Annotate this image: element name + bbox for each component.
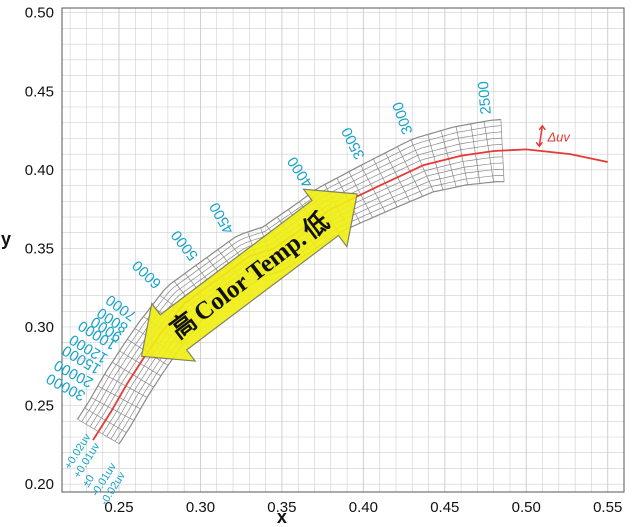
y-tick-label: 0.45	[25, 83, 54, 100]
cct-label: 6000	[129, 257, 165, 292]
y-tick-label: 0.25	[25, 398, 54, 415]
plot-frame	[61, 7, 625, 493]
cct-label: 3500	[338, 125, 368, 162]
delta-uv-marker	[538, 125, 544, 147]
y-tick-label: 0.30	[25, 319, 54, 336]
delta-uv-arrowhead	[535, 141, 543, 148]
x-tick-label: 0.30	[186, 499, 215, 516]
y-tick-label: 0.50	[25, 5, 54, 22]
y-axis-label: y	[1, 229, 11, 249]
x-tick-label: 0.45	[430, 499, 459, 516]
x-tick-label: 0.50	[512, 499, 541, 516]
cct-label: 4000	[284, 153, 316, 190]
delta-uv-arrowhead	[538, 124, 546, 131]
double-arrow-shape	[140, 188, 358, 362]
cct-labels: 3000020000150001200010000900080007000600…	[44, 80, 495, 507]
grid-lines	[62, 8, 625, 492]
mesh-duv-line	[76, 118, 501, 420]
y-tick-label: 0.35	[25, 240, 54, 257]
x-tick-label: 0.55	[593, 499, 622, 516]
cct-label: 2500	[475, 80, 495, 115]
y-tick-label: 0.40	[25, 162, 54, 179]
x-axis-label: x	[277, 507, 287, 527]
delta-uv-label: Δuv	[546, 130, 571, 145]
x-tick-label: 0.25	[104, 499, 133, 516]
mesh-duv-line	[98, 150, 503, 432]
cct-label: 5000	[168, 227, 202, 264]
duv-label: ±0	[80, 473, 97, 490]
y-tick-label: 0.20	[25, 476, 54, 493]
x-tick-label: 0.35	[267, 499, 296, 516]
axes: 0.25 0.30 0.35 0.40 0.45 0.50 0.55 0.20 0.25 0.30…	[1, 5, 622, 527]
x-tick-label: 0.40	[349, 499, 378, 516]
planckian-locus-series: Δuv	[92, 124, 608, 441]
